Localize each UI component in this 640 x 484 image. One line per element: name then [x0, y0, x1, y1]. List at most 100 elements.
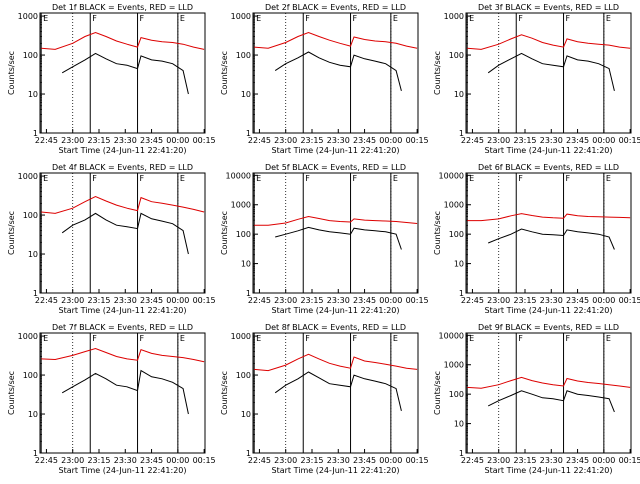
y-axis-label: Counts/sec [220, 51, 229, 95]
x-tick-label: 23:30 [114, 136, 137, 145]
chart-title: Det 8f BLACK = Events, RED = LLD [265, 323, 406, 332]
x-tick-label: 22:45 [461, 136, 484, 145]
y-tick-label: 1000 [231, 12, 251, 21]
panel-det-3: Det 3f BLACK = Events, RED = LLD 1 10 100 10… [433, 3, 640, 155]
marker-label: E [43, 174, 48, 183]
y-tick-label: 1000 [231, 201, 251, 210]
marker-label: F [92, 174, 97, 183]
x-tick-label: 23:15 [87, 296, 110, 305]
marker-label: F [353, 334, 358, 343]
x-tick-label: 23:00 [274, 456, 297, 465]
x-tick-label: 00:00 [166, 296, 189, 305]
y-axis-label: Counts/sec [433, 371, 442, 415]
y-tick-label: 100 [449, 390, 464, 399]
y-tick-label: 1 [33, 449, 38, 458]
x-axis-label: Start Time (24-Jun-11 22:41:20) [485, 306, 613, 315]
y-tick-label: 10 [454, 260, 464, 269]
marker-label: F [518, 334, 523, 343]
x-tick-label: 23:00 [61, 296, 84, 305]
y-tick-label: 1000 [231, 332, 251, 341]
marker-label: E [180, 14, 185, 23]
series-line-lld [254, 353, 418, 372]
y-tick-label: 100 [449, 51, 464, 60]
marker-label: E [256, 14, 261, 23]
panel-det-7: Det 7f BLACK = Events, RED = LLD 1 10 100 10… [7, 323, 216, 475]
x-tick-label: 22:45 [461, 296, 484, 305]
x-tick-label: 23:30 [327, 456, 350, 465]
y-tick-label: 1000 [444, 12, 464, 21]
x-tick-label: 00:00 [379, 296, 402, 305]
panel-det-4: Det 4f BLACK = Events, RED = LLD 1 10 100 10… [7, 163, 216, 315]
y-tick-label: 1000 [18, 12, 38, 21]
marker-label: E [606, 334, 611, 343]
x-tick-label: 23:30 [327, 136, 350, 145]
x-tick-label: 22:45 [248, 456, 271, 465]
x-axis-label: Start Time (24-Jun-11 22:41:20) [485, 466, 613, 475]
x-tick-label: 00:15 [619, 136, 640, 145]
panel-det-9: Det 9f BLACK = Events, RED = LLD 1 10 100 10… [433, 323, 640, 475]
marker-label: E [606, 14, 611, 23]
x-tick-label: 23:00 [274, 136, 297, 145]
marker-label: F [566, 14, 571, 23]
series-line-events [274, 51, 402, 92]
x-axis-label: Start Time (24-Jun-11 22:41:20) [59, 146, 187, 155]
series-line-events [61, 369, 189, 415]
x-tick-label: 00:15 [619, 456, 640, 465]
x-tick-label: 00:15 [406, 296, 429, 305]
y-tick-label: 10 [28, 410, 38, 419]
chart-title: Det 1f BLACK = Events, RED = LLD [52, 3, 193, 12]
plot-frame [39, 172, 206, 294]
x-tick-label: 23:00 [61, 456, 84, 465]
x-tick-label: 00:00 [592, 296, 615, 305]
y-tick-label: 1 [459, 129, 464, 138]
x-tick-label: 23:45 [353, 136, 376, 145]
panel-det-8: Det 8f BLACK = Events, RED = LLD 1 10 100 10… [220, 323, 429, 475]
x-tick-label: 22:45 [461, 456, 484, 465]
marker-label: E [43, 14, 48, 23]
marker-label: F [305, 334, 310, 343]
marker-label: E [393, 174, 398, 183]
y-tick-label: 10 [454, 420, 464, 429]
panel-det-5: Det 5f BLACK = Events, RED = LLD 1 10 100 10… [220, 163, 429, 315]
marker-label: E [256, 334, 261, 343]
y-tick-label: 100 [236, 371, 251, 380]
series-line-lld [467, 376, 631, 389]
chart-title: Det 2f BLACK = Events, RED = LLD [265, 3, 406, 12]
marker-label: E [43, 334, 48, 343]
plot-frame [465, 12, 632, 134]
marker-label: E [256, 174, 261, 183]
series-line-lld [467, 213, 631, 222]
x-tick-label: 00:15 [406, 136, 429, 145]
x-tick-label: 23:30 [540, 456, 563, 465]
marker-label: F [140, 174, 145, 183]
x-tick-label: 23:15 [513, 136, 536, 145]
marker-label: E [393, 334, 398, 343]
x-tick-label: 22:45 [35, 296, 58, 305]
y-tick-label: 10000 [439, 171, 464, 180]
marker-label: F [140, 14, 145, 23]
x-axis-label: Start Time (24-Jun-11 22:41:20) [59, 466, 187, 475]
x-tick-label: 23:45 [140, 296, 163, 305]
x-tick-label: 00:15 [406, 456, 429, 465]
chart-title: Det 9f BLACK = Events, RED = LLD [478, 323, 619, 332]
x-tick-label: 23:15 [300, 296, 323, 305]
y-tick-label: 100 [236, 230, 251, 239]
x-tick-label: 23:45 [566, 456, 589, 465]
x-tick-label: 00:00 [592, 136, 615, 145]
y-tick-label: 1 [246, 449, 251, 458]
chart-title: Det 6f BLACK = Events, RED = LLD [478, 163, 619, 172]
x-tick-label: 00:15 [193, 456, 216, 465]
x-tick-label: 22:45 [35, 456, 58, 465]
x-tick-label: 23:00 [487, 136, 510, 145]
x-tick-label: 00:15 [193, 136, 216, 145]
x-tick-label: 23:30 [540, 296, 563, 305]
x-tick-label: 23:45 [566, 136, 589, 145]
x-tick-label: 23:45 [140, 456, 163, 465]
y-tick-label: 1 [459, 449, 464, 458]
marker-label: F [92, 14, 97, 23]
plot-frame [252, 332, 419, 454]
x-tick-label: 23:15 [513, 296, 536, 305]
series-line-lld [254, 215, 418, 226]
